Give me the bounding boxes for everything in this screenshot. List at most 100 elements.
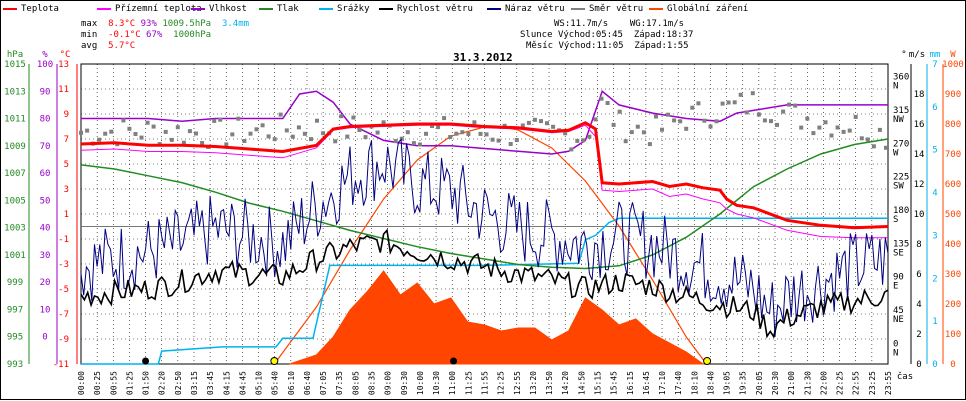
wind-direction-point xyxy=(678,119,683,124)
tick-radiation: 100 xyxy=(945,330,961,340)
tick-temperature: -7 xyxy=(58,310,69,320)
axis-title-humidity: % xyxy=(42,50,48,60)
tick-time: 13:20 xyxy=(529,371,538,395)
tick-time: 08:05 xyxy=(351,371,360,395)
wind-gust-line xyxy=(80,138,889,337)
tick-humidity: 60 xyxy=(40,169,51,179)
tick-time: 19:35 xyxy=(739,371,748,395)
tick-time: 01:25 xyxy=(125,371,134,395)
tick-time: 22:55 xyxy=(852,371,861,395)
axis-title-radiation: W xyxy=(950,50,956,60)
tick-temperature: 11 xyxy=(58,85,69,95)
tick-humidity: 40 xyxy=(40,224,51,234)
tick-temperature: 9 xyxy=(64,110,69,120)
tick-hpa: 1005 xyxy=(4,196,26,206)
moonrise-marker xyxy=(450,357,458,365)
axis-title-temperature: °C xyxy=(60,50,71,60)
tick-time: 23:55 xyxy=(884,371,893,395)
tick-wind: 2 xyxy=(916,330,921,340)
wind-direction-point xyxy=(109,129,114,134)
tick-time: 03:15 xyxy=(190,371,199,395)
wind-direction-point xyxy=(708,124,713,129)
wind-direction-point xyxy=(563,131,568,136)
wind-direction-point xyxy=(859,136,864,141)
tick-temperature: 13 xyxy=(58,60,69,70)
legend-item: Teplota xyxy=(3,4,59,14)
wind-direction-point xyxy=(884,145,888,150)
wind-direction-point xyxy=(508,142,513,146)
wind-direction-point xyxy=(442,116,447,121)
tick-rain: 6 xyxy=(932,103,937,113)
wind-direction-point xyxy=(490,137,495,142)
wind-direction-point xyxy=(224,142,229,147)
legend-item: Rychlost větru xyxy=(379,3,473,15)
wind-direction-point xyxy=(357,128,362,132)
wind-direction-point xyxy=(187,129,192,134)
tick-humidity: 70 xyxy=(40,142,51,152)
wind-direction-point xyxy=(696,101,701,106)
wind-direction-point xyxy=(466,132,471,136)
tick-time: 01:50 xyxy=(142,371,151,395)
wind-direction-point xyxy=(278,112,283,117)
tick-direction-name: E xyxy=(893,282,898,292)
wind-direction-point xyxy=(581,138,586,143)
wind-direction-point xyxy=(302,131,307,136)
tick-time: 04:45 xyxy=(238,371,247,395)
wind-direction-point xyxy=(248,131,253,136)
tick-rain: 3 xyxy=(932,231,937,241)
wind-direction-point xyxy=(85,128,90,133)
wind-direction-point xyxy=(720,101,725,106)
wind-direction-point xyxy=(309,137,313,142)
tick-temperature: 5 xyxy=(64,160,69,170)
wind-speed-line xyxy=(80,228,889,339)
chart-title: 31.3.2012 xyxy=(453,51,513,64)
tick-hpa: 1007 xyxy=(4,169,26,179)
wind-direction-point xyxy=(194,131,198,136)
sunrise-marker xyxy=(270,357,279,365)
tick-time: 17:40 xyxy=(674,371,683,395)
tick-time: 00:55 xyxy=(109,371,118,395)
tick-time: 22:00 xyxy=(819,371,828,395)
tick-direction-name: N xyxy=(893,82,898,92)
tick-hpa: 999 xyxy=(7,278,23,288)
tick-time: 15:15 xyxy=(593,371,602,395)
wind-direction-point xyxy=(375,130,380,135)
wind-direction-point xyxy=(684,126,689,131)
wind-direction-point xyxy=(290,134,295,139)
tick-time: 20:30 xyxy=(771,371,780,395)
tick-time: 07:35 xyxy=(335,371,344,395)
tick-wind: 18 xyxy=(914,90,925,100)
wind-direction-point xyxy=(200,141,205,145)
wind-direction-point xyxy=(799,125,804,130)
legend: Teplota xyxy=(3,3,59,15)
wind-direction-point xyxy=(635,124,640,129)
tick-temperature: 1 xyxy=(64,210,69,220)
legend-item: Srážky xyxy=(319,3,370,15)
stats-min: min -0.1°C 67% 1000hPa xyxy=(81,30,212,40)
wind-direction-point xyxy=(345,134,350,139)
moon-info: Měsíc Východ:11:05 Západ:1:55 xyxy=(526,41,689,51)
wind-direction-point xyxy=(133,132,138,136)
wind-direction-point xyxy=(236,116,241,121)
tick-direction-name: SW xyxy=(893,182,904,192)
tick-time: 14:50 xyxy=(577,371,586,395)
wind-direction-point xyxy=(454,131,459,136)
wind-direction-point xyxy=(829,133,834,138)
wind-direction-point xyxy=(399,136,404,141)
wind-direction-point xyxy=(121,118,126,123)
wind-direction-point xyxy=(605,101,610,105)
tick-direction: 360 xyxy=(893,73,909,83)
wind-direction-point xyxy=(181,140,186,145)
tick-time: 00:25 xyxy=(93,371,102,395)
tick-temperature: -3 xyxy=(58,260,69,270)
tick-time: 06:40 xyxy=(303,371,312,395)
wind-direction-point xyxy=(672,118,677,123)
tick-direction: 90 xyxy=(893,273,904,283)
wind-direction-point xyxy=(460,130,465,135)
radiation-area xyxy=(289,270,705,365)
wind-direction-point xyxy=(599,96,604,101)
tick-time: 21:00 xyxy=(787,371,796,395)
tick-temperature: -5 xyxy=(58,285,69,295)
tick-rain: 2 xyxy=(932,274,937,284)
